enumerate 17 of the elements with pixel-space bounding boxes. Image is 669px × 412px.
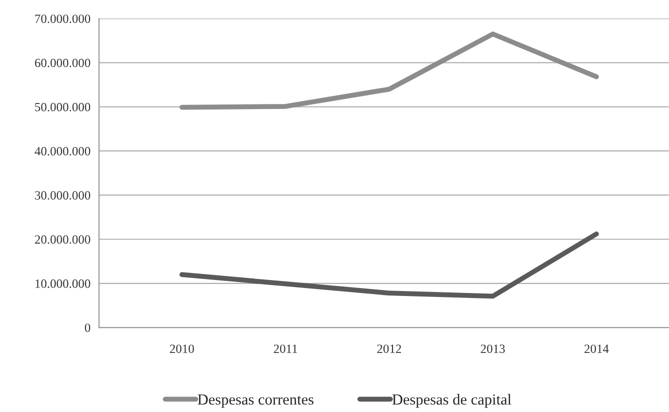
x-tick-label: 2010 [170, 344, 194, 354]
y-tick-label: 40.000.000 [34, 146, 90, 156]
y-tick-label: 70.000.000 [35, 14, 90, 24]
line-series [179, 232, 599, 299]
y-tick-label: 50.000.000 [35, 102, 90, 112]
y-tick-label: 20.000.000 [34, 235, 90, 244]
x-tick-label: 2012 [377, 344, 401, 354]
y-tick-label: 60.000.000 [34, 58, 90, 68]
y-tick-label: 10.000.000 [36, 279, 90, 288]
legend-label: Despesas correntes [198, 394, 314, 408]
x-tick-label: 2014 [584, 344, 609, 354]
x-tick-label: 2011 [274, 344, 298, 354]
y-tick-label: 0 [84, 324, 90, 332]
legend-label: Despesas de capital [392, 394, 512, 408]
line-series [179, 32, 599, 110]
x-tick-label: 2013 [480, 344, 505, 354]
y-tick-label: 30.000.000 [35, 191, 90, 200]
